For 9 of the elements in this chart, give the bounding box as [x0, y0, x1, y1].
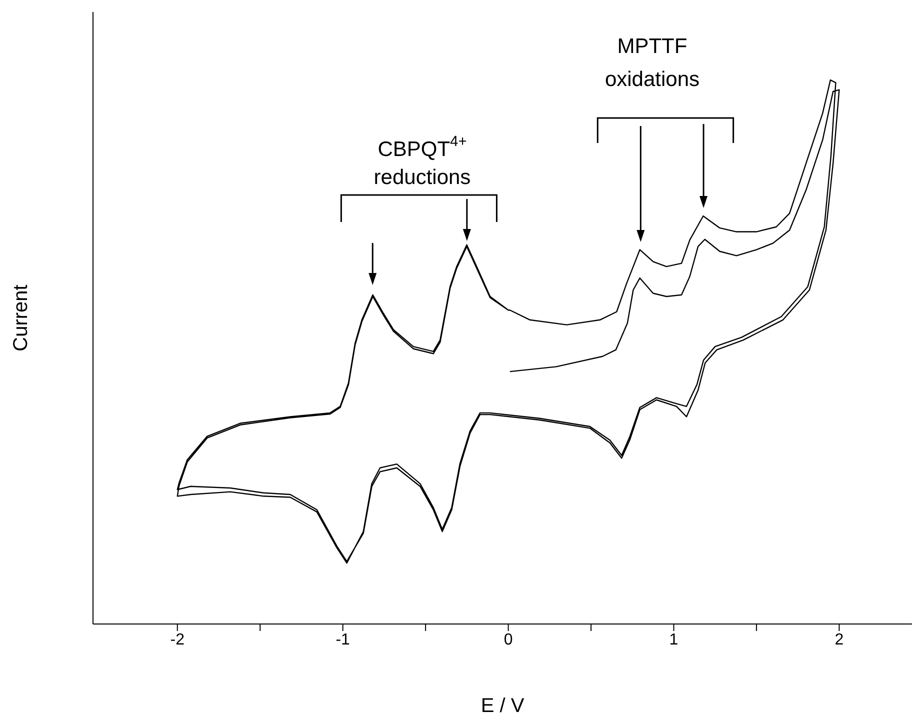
- annotation: CBPQT$^{4+}$ reductions: [374, 134, 471, 189]
- x-tick-label: 1: [669, 631, 678, 648]
- x-axis-title: E / V: [480, 695, 525, 716]
- x-tick-label: 2: [834, 631, 844, 648]
- x-tick-label: -2: [170, 631, 185, 648]
- x-tick-label: 0: [504, 631, 513, 648]
- y-axis-title: Current: [10, 284, 32, 352]
- x-tick-label: -1: [336, 631, 350, 648]
- annotation: MPTTF oxidations: [604, 34, 700, 91]
